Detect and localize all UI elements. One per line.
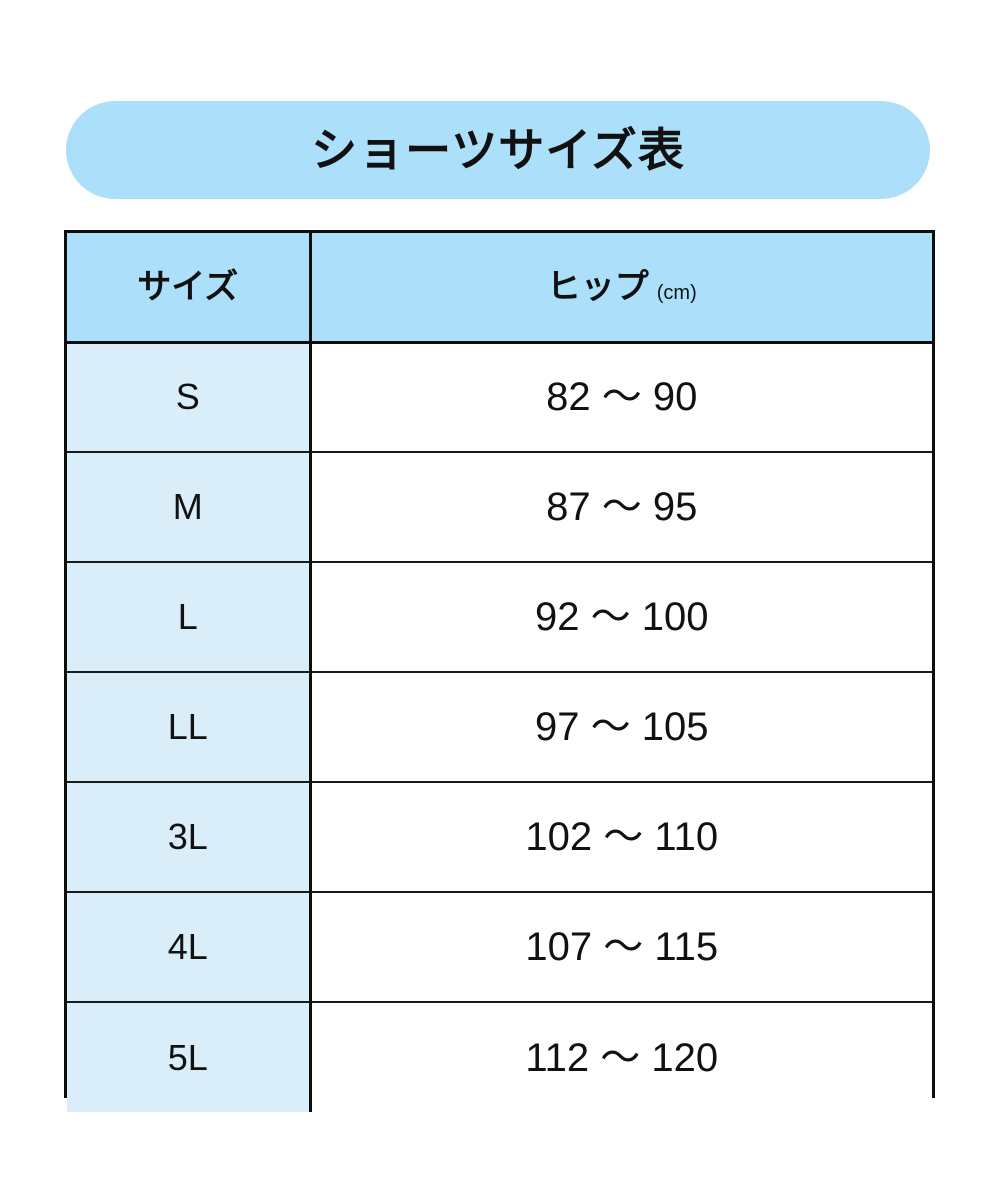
cell-hip-range: 112 〜 120: [310, 1001, 932, 1112]
cell-hip-range: 92 〜 100: [310, 561, 932, 672]
chart-title-banner: ショーツサイズ表: [66, 101, 930, 199]
size-label: M: [172, 486, 203, 527]
hip-range-label: 112 〜 120: [525, 1035, 719, 1080]
size-label: 5L: [167, 1036, 208, 1078]
cell-hip-range: 87 〜 95: [310, 451, 932, 562]
cell-hip-range: 97 〜 105: [310, 671, 932, 782]
cell-size: 5L: [67, 1001, 312, 1112]
column-header-size-label: サイズ: [137, 267, 239, 306]
table-header-row: サイズ ヒップ (cm): [67, 233, 932, 344]
hip-range-label: 102 〜 110: [525, 815, 719, 859]
table-row: 3L 102 〜 110: [67, 781, 932, 892]
size-table: サイズ ヒップ (cm) S 82 〜 90 M 87 〜 95 L 92 〜 100 LL…: [67, 233, 932, 1112]
hip-range-label: 87 〜 95: [546, 485, 698, 529]
cell-hip-range: 82 〜 90: [310, 342, 932, 452]
table-header: サイズ ヒップ (cm): [67, 233, 932, 344]
page-title: ショーツサイズ表: [311, 124, 685, 176]
column-header-hip-inner: ヒップ (cm): [547, 270, 697, 304]
cell-size: M: [67, 451, 312, 562]
cell-size: S: [67, 342, 312, 452]
cell-hip-range: 107 〜 115: [310, 891, 932, 1002]
hip-range-label: 97 〜 105: [535, 705, 709, 749]
size-label: 4L: [167, 926, 208, 967]
column-header-size: サイズ: [67, 233, 312, 344]
column-header-hip-label: ヒップ: [546, 267, 649, 306]
table-row: S 82 〜 90: [67, 342, 932, 452]
hip-range-label: 107 〜 115: [525, 925, 719, 969]
cell-size: L: [67, 561, 312, 672]
table-row: 5L 112 〜 120: [67, 1001, 932, 1112]
cell-size: LL: [67, 671, 312, 782]
table-row: LL 97 〜 105: [67, 671, 932, 782]
table-row: L 92 〜 100: [67, 561, 932, 672]
size-label: S: [175, 376, 200, 418]
size-label: L: [177, 596, 198, 637]
table-row: 4L 107 〜 115: [67, 891, 932, 1002]
table-row: M 87 〜 95: [67, 451, 932, 562]
hip-range-label: 82 〜 90: [546, 375, 698, 420]
hip-range-label: 92 〜 100: [535, 595, 709, 639]
size-label: 3L: [167, 816, 208, 857]
size-label: LL: [167, 706, 208, 747]
cell-size: 3L: [67, 781, 312, 892]
column-header-hip: ヒップ (cm): [310, 233, 932, 344]
cell-size: 4L: [67, 891, 312, 1002]
size-table-container: サイズ ヒップ (cm) S 82 〜 90 M 87 〜 95 L 92 〜 100 LL…: [64, 230, 935, 1112]
table-body: S 82 〜 90 M 87 〜 95 L 92 〜 100 LL 97 〜 105 3L 102…: [67, 342, 932, 1112]
column-header-hip-unit: (cm): [656, 281, 697, 304]
cell-hip-range: 102 〜 110: [310, 781, 932, 892]
